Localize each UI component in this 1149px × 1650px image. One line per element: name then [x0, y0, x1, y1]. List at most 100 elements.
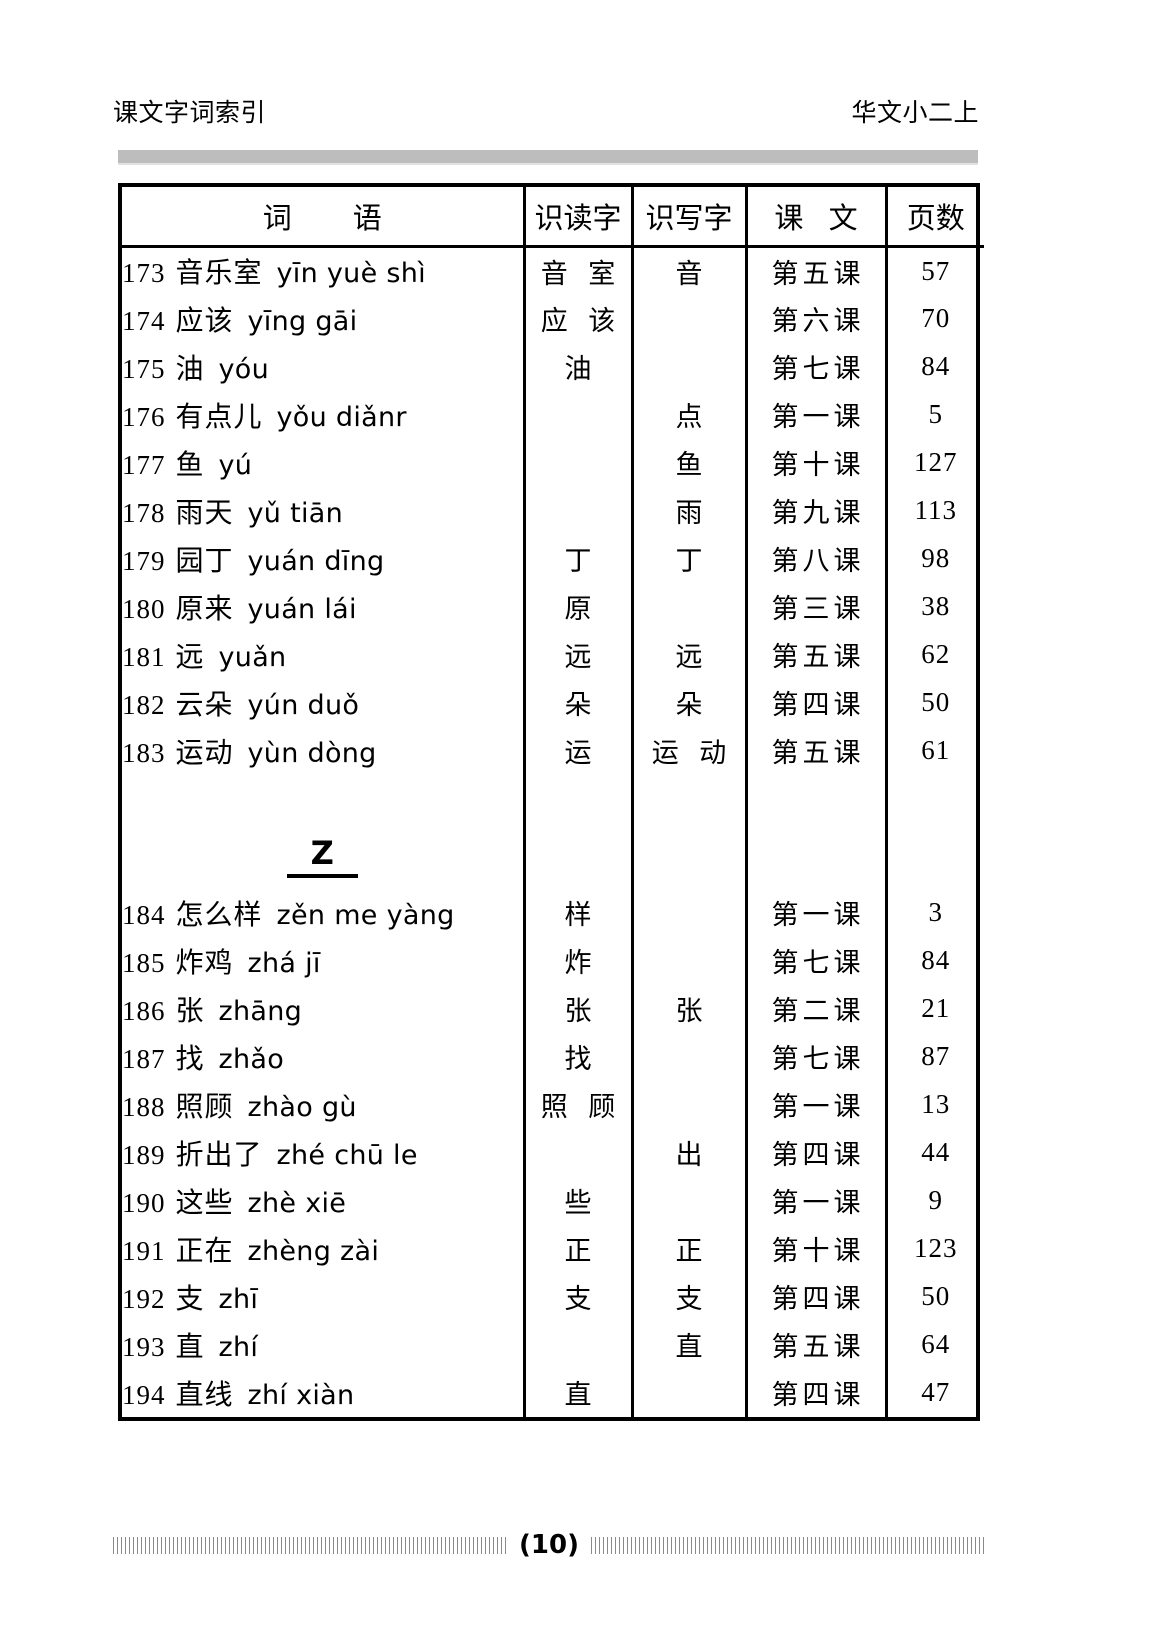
table-cell-page: 9: [884, 1176, 984, 1225]
table-cell-lesson: 第四课: [744, 1368, 886, 1417]
table-cell-reading-char: 支: [522, 1272, 632, 1321]
table-cell-page: 38: [884, 582, 984, 631]
table-cell-word: 175 油 yóu: [122, 343, 524, 391]
entry-hanzi: 折出了: [175, 1137, 263, 1171]
column-header-word: 词 语: [122, 187, 524, 248]
entry-hanzi: 音乐室: [175, 256, 263, 290]
table-cell-reading-char: [522, 1128, 632, 1177]
entry-number: 185: [122, 947, 166, 978]
table-cell-lesson: 第二课: [744, 984, 886, 1033]
entry-pinyin: yuán lái: [247, 593, 357, 625]
entry-pinyin: zhèng zài: [247, 1235, 380, 1267]
entry-number: 194: [122, 1379, 166, 1410]
table-cell-word: 181 远 yuǎn: [122, 631, 524, 679]
table-cell-reading-char: [522, 486, 632, 535]
table-cell-writing-char: [630, 1032, 746, 1081]
table-cell-writing-char: 远: [630, 630, 746, 679]
footer-page-number: (10): [519, 1530, 579, 1560]
table-spacer-row: [122, 774, 984, 827]
entry-number: 184: [122, 899, 166, 930]
table-cell-empty: [122, 775, 524, 827]
entry-pinyin: yīng gāi: [247, 305, 358, 337]
table-cell-lesson: 第五课: [744, 630, 886, 679]
entry-pinyin: zhé chū le: [276, 1139, 418, 1171]
table-row: 184 怎么样 zěn me yàng 样 第一课 3: [122, 888, 984, 937]
table-row: 174 应该 yīng gāi 应 该 第六课 70: [122, 294, 984, 343]
entry-hanzi: 怎么样: [175, 897, 263, 931]
table-cell-word: 177 鱼 yú: [122, 439, 524, 487]
table-cell-word: 182 云朵 yún duǒ: [122, 679, 524, 727]
table-cell-lesson: 第四课: [744, 1272, 886, 1321]
table-cell-word: 174 应该 yīng gāi: [122, 295, 524, 343]
table-header: 词 语 识读字 识写字 课 文 页数: [122, 187, 984, 248]
table-cell-word: 193 直 zhí: [122, 1321, 524, 1369]
table-cell-lesson: 第一课: [744, 390, 886, 439]
table-cell-reading-char: 运: [522, 726, 632, 775]
entry-number: 191: [122, 1235, 166, 1266]
table-cell-lesson: 第十课: [744, 438, 886, 487]
column-header-reading-char: 识读字: [522, 187, 632, 248]
table-cell-word: 173 音乐室 yīn yuè shì: [122, 247, 524, 295]
table-cell-word: 185 炸鸡 zhá jī: [122, 937, 524, 985]
table-row: 178 雨天 yǔ tiān 雨第九课 113: [122, 486, 984, 535]
table-cell-word: 180 原来 yuán lái: [122, 583, 524, 631]
table-cell-reading-char: 炸: [522, 936, 632, 985]
table-cell-writing-char: [630, 294, 746, 343]
entry-pinyin: yuǎn: [218, 641, 287, 673]
table-body: 173 音乐室 yīn yuè shì 音 室音第五课 57 174 应该 yīng gāi 应…: [122, 246, 984, 1417]
table-cell-reading-char: [522, 1320, 632, 1369]
table-cell-lesson: 第三课: [744, 582, 886, 631]
table-cell-lesson: 第一课: [744, 1080, 886, 1129]
table-cell-word: 176 有点儿 yǒu diǎnr: [122, 391, 524, 439]
table-cell-word: 188 照顾 zhào gù: [122, 1081, 524, 1129]
table-row: 183 运动 yùn dòng 运运 动第五课 61: [122, 726, 984, 775]
table-cell-lesson: 第八课: [744, 534, 886, 583]
entry-number: 176: [122, 401, 166, 432]
column-header-lesson: 课 文: [744, 187, 886, 248]
entry-pinyin: yú: [218, 449, 253, 481]
entry-number: 174: [122, 305, 166, 336]
entry-number: 193: [122, 1331, 166, 1362]
page-footer: (10): [113, 1525, 986, 1565]
table-cell-page: 123: [884, 1224, 984, 1273]
table-cell-lesson: 第五课: [744, 246, 886, 295]
entry-number: 187: [122, 1043, 166, 1074]
table-cell-writing-char: [630, 1080, 746, 1129]
table-cell-word: 187 找 zhǎo: [122, 1033, 524, 1081]
table-cell-page: 3: [884, 888, 984, 937]
entry-pinyin: zhè xiē: [247, 1187, 347, 1219]
table-cell-word: 186 张 zhāng: [122, 985, 524, 1033]
entry-number: 178: [122, 497, 166, 528]
table-cell-writing-char: [630, 936, 746, 985]
table-cell-reading-char: 丁: [522, 534, 632, 583]
table-cell-word: 179 园丁 yuán dīng: [122, 535, 524, 583]
table-cell-writing-char: 音: [630, 246, 746, 295]
entry-hanzi: 鱼: [175, 447, 205, 481]
table-row: 191 正在 zhèng zài 正正第十课 123: [122, 1224, 984, 1273]
column-header-writing-char: 识写字: [630, 187, 746, 248]
entry-pinyin: yóu: [218, 353, 270, 385]
table-cell-lesson: 第九课: [744, 486, 886, 535]
table-cell-lesson: 第四课: [744, 678, 886, 727]
table-row: 190 这些 zhè xiē 些 第一课 9: [122, 1176, 984, 1225]
section-divider-cell: Z: [122, 827, 524, 889]
entry-pinyin: zhí xiàn: [247, 1379, 355, 1411]
entry-number: 173: [122, 258, 166, 289]
table-cell-reading-char: 音 室: [522, 246, 632, 295]
table-cell-lesson: 第十课: [744, 1224, 886, 1273]
table-cell-writing-char: 朵: [630, 678, 746, 727]
table-cell-empty: [630, 826, 746, 889]
table-row: 194 直线 zhí xiàn 直 第四课 47: [122, 1368, 984, 1417]
table-cell-lesson: 第七课: [744, 936, 886, 985]
table-cell-page: 5: [884, 390, 984, 439]
table-cell-reading-char: [522, 390, 632, 439]
table-cell-empty: [744, 826, 886, 889]
entry-hanzi: 这些: [175, 1185, 234, 1219]
entry-hanzi: 运动: [175, 735, 234, 769]
table-cell-writing-char: [630, 1176, 746, 1225]
table-cell-word: 183 运动 yùn dòng: [122, 727, 524, 775]
entry-hanzi: 云朵: [175, 687, 234, 721]
entry-hanzi: 油: [175, 351, 205, 385]
table-cell-reading-char: 正: [522, 1224, 632, 1273]
entry-number: 183: [122, 737, 166, 768]
